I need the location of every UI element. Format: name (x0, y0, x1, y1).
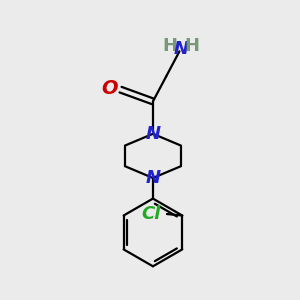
Text: N: N (173, 40, 188, 58)
Text: H: H (163, 37, 178, 55)
Text: O: O (101, 79, 118, 98)
Text: Cl: Cl (142, 205, 161, 223)
Text: N: N (146, 169, 160, 187)
Text: N: N (146, 125, 160, 143)
Text: H: H (184, 37, 199, 55)
